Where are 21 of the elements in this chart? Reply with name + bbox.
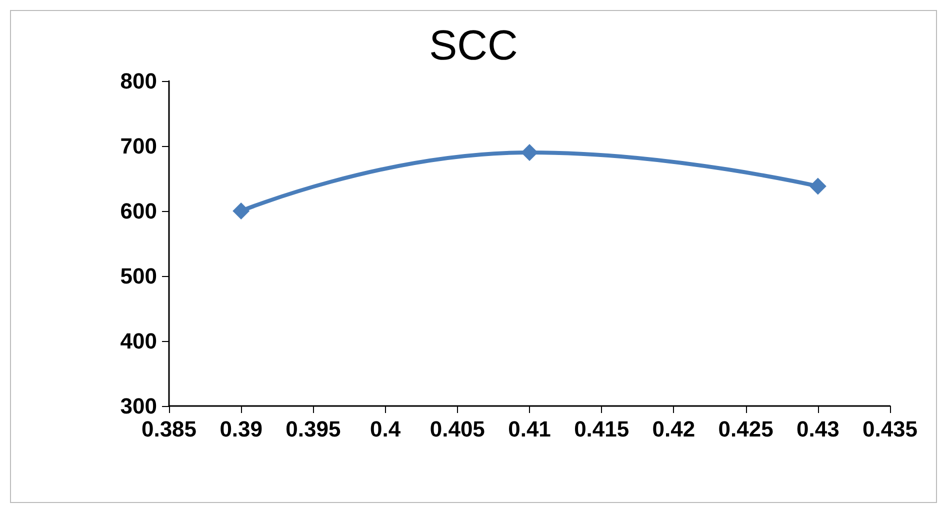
x-tick-label: 0.39 bbox=[220, 416, 263, 442]
y-tick-label: 600 bbox=[120, 198, 157, 224]
x-tick-label: 0.41 bbox=[508, 416, 551, 442]
point bbox=[521, 144, 538, 161]
y-tick-label: 500 bbox=[120, 264, 157, 288]
y-tick-label: 800 bbox=[120, 68, 157, 94]
chart-title: SCC bbox=[429, 22, 518, 68]
x-tick-label: 0.4 bbox=[370, 416, 402, 442]
point bbox=[232, 202, 250, 220]
y-tick-label: 300 bbox=[120, 394, 157, 418]
x-tick-label: 0.435 bbox=[862, 416, 918, 442]
y-tick-label: 700 bbox=[120, 134, 157, 158]
x-tick-label: 0.42 bbox=[652, 416, 696, 442]
x-tick-label: 0.405 bbox=[430, 416, 485, 442]
x-tick-label: 0.43 bbox=[796, 416, 840, 442]
x-tick-label: 0.415 bbox=[574, 416, 630, 442]
x-tick-label: 0.385 bbox=[141, 416, 197, 442]
x-tick-label: 0.425 bbox=[718, 416, 774, 442]
point bbox=[809, 178, 826, 195]
x-tick-label: 0.395 bbox=[286, 416, 341, 442]
y-tick-label: 400 bbox=[120, 328, 157, 354]
